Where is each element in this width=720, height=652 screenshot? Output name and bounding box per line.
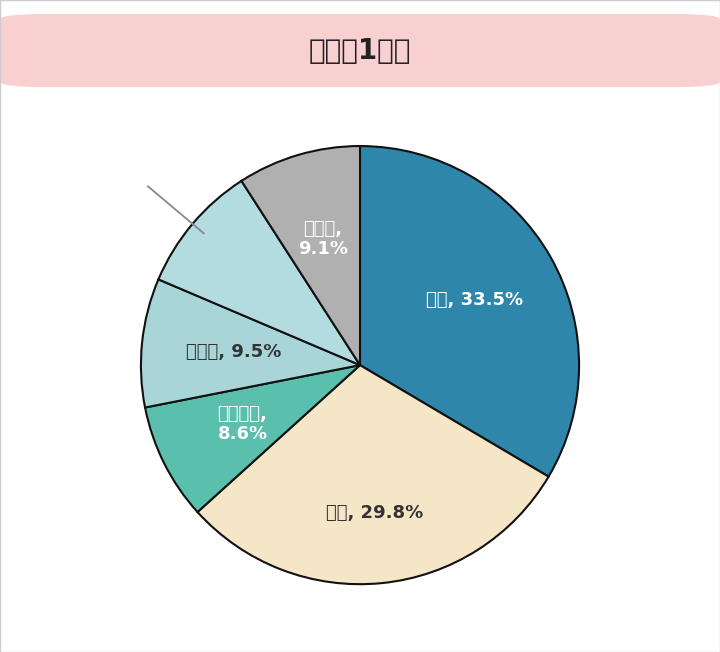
Wedge shape: [141, 279, 360, 408]
Wedge shape: [145, 365, 360, 512]
Text: その他,
9.1%: その他, 9.1%: [298, 220, 348, 258]
Wedge shape: [241, 146, 360, 365]
FancyBboxPatch shape: [1, 14, 719, 87]
Text: 照明, 29.8%: 照明, 29.8%: [326, 505, 423, 522]
Text: 冬季　1日間: 冬季 1日間: [309, 37, 411, 65]
Text: パソコン,
8.6%: パソコン, 8.6%: [217, 405, 268, 443]
Wedge shape: [158, 181, 360, 365]
Wedge shape: [197, 365, 549, 584]
Text: 複合機, 9.5%: 複合機, 9.5%: [186, 343, 282, 361]
Text: 空調, 33.5%: 空調, 33.5%: [426, 291, 523, 309]
Wedge shape: [360, 146, 579, 477]
